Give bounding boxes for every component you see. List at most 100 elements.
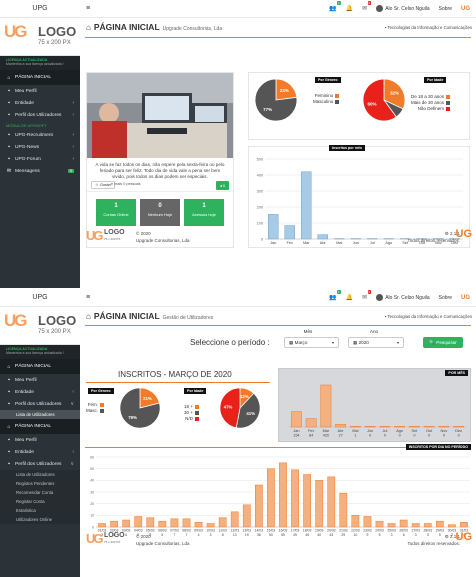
- bar-23-03: [363, 516, 372, 528]
- share-button[interactable]: ◂ 0: [215, 181, 229, 190]
- sidebar-item-registos-pendentes[interactable]: Registos Pendentes: [0, 479, 80, 488]
- footer-logo-size: 75 x 200 PX: [104, 237, 121, 241]
- x-tick-label: 14/03: [255, 528, 264, 532]
- x-tick-label: 17/03: [291, 528, 300, 532]
- sidebar-item-estatistica[interactable]: Estatística: [0, 506, 80, 515]
- sidebar-item-entidade[interactable]: ▪ Entidade ‹: [0, 386, 80, 398]
- bell-icon[interactable]: 🔔: [345, 295, 354, 301]
- users-icon[interactable]: 👥 1: [329, 1, 341, 12]
- tile-contas-online[interactable]: 1 Contas Online: [96, 199, 136, 226]
- chevron-icon: ‹: [72, 112, 74, 118]
- bell-icon[interactable]: 🔔: [345, 6, 354, 12]
- bar-13-03: [242, 504, 251, 528]
- sidebar-item-perfil-dos-utilizadores[interactable]: ▪ Perfil dos Utilizadores ‹: [0, 109, 80, 121]
- hamburger-icon[interactable]: ≡: [86, 294, 91, 301]
- like-button[interactable]: ☺ Gostei: [91, 181, 115, 189]
- legend-nd: N/D: [184, 416, 199, 422]
- bar-12-03: [230, 511, 239, 528]
- sidebar-item-upg-forum[interactable]: ▪ UPG-Forum ‹: [0, 153, 80, 165]
- mes-select[interactable]: ▦ Março ▾: [284, 337, 339, 348]
- chevron-icon: ‹: [72, 132, 74, 138]
- sidebar-item-recomendar-conta[interactable]: Recomendar Conta: [0, 488, 80, 497]
- value-label: 0: [458, 434, 460, 438]
- sidebar-item-label: Meu Perfil: [15, 88, 37, 94]
- users-icon[interactable]: 👥 1: [329, 290, 341, 301]
- sidebar-item-entidade[interactable]: ▪ Entidade ‹: [0, 446, 80, 458]
- footer-version: ⚙ 2.1.1: [444, 534, 460, 539]
- footer-version: ⚙ 2.1.1: [444, 231, 460, 236]
- pie-label-18: 12%: [240, 394, 249, 399]
- x-tick-label: 01/03: [98, 528, 107, 532]
- sidebar-item-perfil-dos-utilizadores[interactable]: ▪ Perfil dos Utilizadores ∨: [0, 398, 80, 410]
- search-button[interactable]: 🔍 Pesquisar: [423, 337, 463, 348]
- sidebar-item-utilizadores-online[interactable]: Utilizadores Online: [0, 515, 80, 524]
- sobre-link[interactable]: Sobre: [438, 5, 452, 12]
- x-tick-label: Abr: [320, 241, 327, 245]
- sidebar-item-perfil-dos-utilizadores[interactable]: ▪ Perfil dos Utilizadores ∨: [0, 458, 80, 470]
- bar-abr: [317, 234, 328, 240]
- footer: UG LOGO 75 x 200 PX © 2020 Upgrade Consu…: [86, 228, 472, 250]
- sidebar-item-pagina-inicial[interactable]: ⌂ PÁGINA INICIAL: [0, 419, 80, 434]
- user-menu[interactable]: Alo Sr. Celso Nguila: [376, 5, 430, 12]
- page-subtitle: Upgrade Consultorias, Lda: [162, 26, 223, 32]
- sidebar-item-modulos-upgsoft: MÓDULOS UPGSOFT: [0, 121, 80, 129]
- brand-name[interactable]: UPG: [0, 289, 80, 307]
- value-label: 3: [427, 533, 429, 537]
- bar-22-03: [351, 515, 360, 528]
- sidebar-item-label: Utilizadores Online: [16, 517, 53, 522]
- x-tick-label: Mar: [323, 429, 330, 433]
- ano-select[interactable]: ▦ 2020 ▾: [348, 337, 404, 348]
- pie-slice-masculino: [254, 78, 298, 122]
- sidebar-item-meu-perfil[interactable]: ▪ Meu Perfil: [0, 374, 80, 386]
- chevron-icon: ‹: [72, 389, 74, 395]
- footer-rights: Todos direitos reservados.: [407, 238, 460, 243]
- sidebar-item-pagina-inicial[interactable]: ⌂ PÁGINA INICIAL: [0, 359, 80, 374]
- x-tick-label: 27/03: [411, 528, 420, 532]
- brand-name[interactable]: UPG: [0, 0, 80, 18]
- value-label: 9: [367, 533, 369, 537]
- pie-slice-30: [235, 392, 261, 429]
- x-tick-label: Mai: [352, 429, 358, 433]
- ug-mark-icon: UG: [461, 5, 470, 12]
- sidebar-item-lista-de-utilizadores[interactable]: Lista de Utilizadores: [0, 470, 80, 479]
- tile-nenhum-hoje[interactable]: 0 Nenhum Hoje: [140, 199, 180, 226]
- sidebar-item-registar-conta[interactable]: Registar Conta: [0, 497, 80, 506]
- value-label: 27: [339, 434, 343, 438]
- sidebar-item-label: Meu Perfil: [15, 437, 37, 443]
- sobre-link[interactable]: Sobre: [438, 294, 452, 301]
- x-tick-label: Out: [426, 429, 433, 433]
- sidebar-item-label: UPG-Forum: [15, 156, 41, 162]
- envelope-icon[interactable]: ✉ 0: [362, 290, 372, 301]
- month-bar-chart: Jan154Fev84Mar420Abr27Mai1Jun0Jul0Ago0Se…: [289, 384, 466, 438]
- x-tick-label: Jul: [370, 241, 375, 245]
- sidebar-item-meu-perfil[interactable]: ▪ Meu Perfil: [0, 85, 80, 97]
- sidebar-item-pagina-inicial[interactable]: ⌂ PÁGINA INICIAL: [0, 70, 80, 85]
- sidebar-item-upg-recruitment[interactable]: ▪ UPG-Recruitment ‹: [0, 129, 80, 141]
- sidebar-item-upg-news[interactable]: ▪ UPG-News ‹: [0, 141, 80, 153]
- tile-acessos-hoje[interactable]: 1 Acessos hoje: [184, 199, 224, 226]
- menu-icon: ▪: [8, 389, 10, 395]
- sidebar-item-lista-de-utilizadores[interactable]: Lista de Utilizadores: [0, 410, 80, 419]
- sidebar-item-label: Entidade: [15, 100, 34, 106]
- x-tick-label: 31/03: [460, 528, 469, 532]
- bar-jul: [379, 426, 391, 428]
- bar-mai: [349, 426, 361, 428]
- sidebar-item-label: Perfil dos Utilizadores: [15, 112, 62, 118]
- sidebar-item-mensagens[interactable]: ✉ Mensagens 0: [0, 165, 80, 177]
- user-menu[interactable]: Alo Sr. Celso Nguila: [376, 294, 430, 301]
- legend-fem: Fem.: [86, 402, 105, 408]
- x-tick-label: 19/03: [315, 528, 324, 532]
- hamburger-icon[interactable]: ≡: [86, 5, 91, 12]
- month-bar-panel: POR MÊS Jan 154 Fev 84 Mar 420 Abr 27 Mai 1 Jun 0 Ju…: [278, 368, 471, 442]
- sidebar-item-meu-perfil[interactable]: ▪ Meu Perfil: [0, 434, 80, 446]
- pie-label-de-18-a-30-anos: 32%: [390, 91, 399, 96]
- x-tick-label: 09/03: [194, 528, 203, 532]
- sidebar: UPG UG LOGO 75 x 200 PX LICENÇA ACTUALIZ…: [0, 289, 80, 577]
- sidebar-item-entidade[interactable]: ▪ Entidade ‹: [0, 97, 80, 109]
- x-tick-label: Ago: [385, 241, 392, 245]
- license-box: LICENÇA ACTUALIZADA Mantenha a sua licen…: [0, 345, 80, 359]
- x-tick-label: 16/03: [279, 528, 288, 532]
- bar-out: [423, 426, 435, 428]
- envelope-icon[interactable]: ✉ 0: [362, 1, 372, 12]
- quote-text: A vida se faz todos os dias, não espere …: [95, 162, 225, 179]
